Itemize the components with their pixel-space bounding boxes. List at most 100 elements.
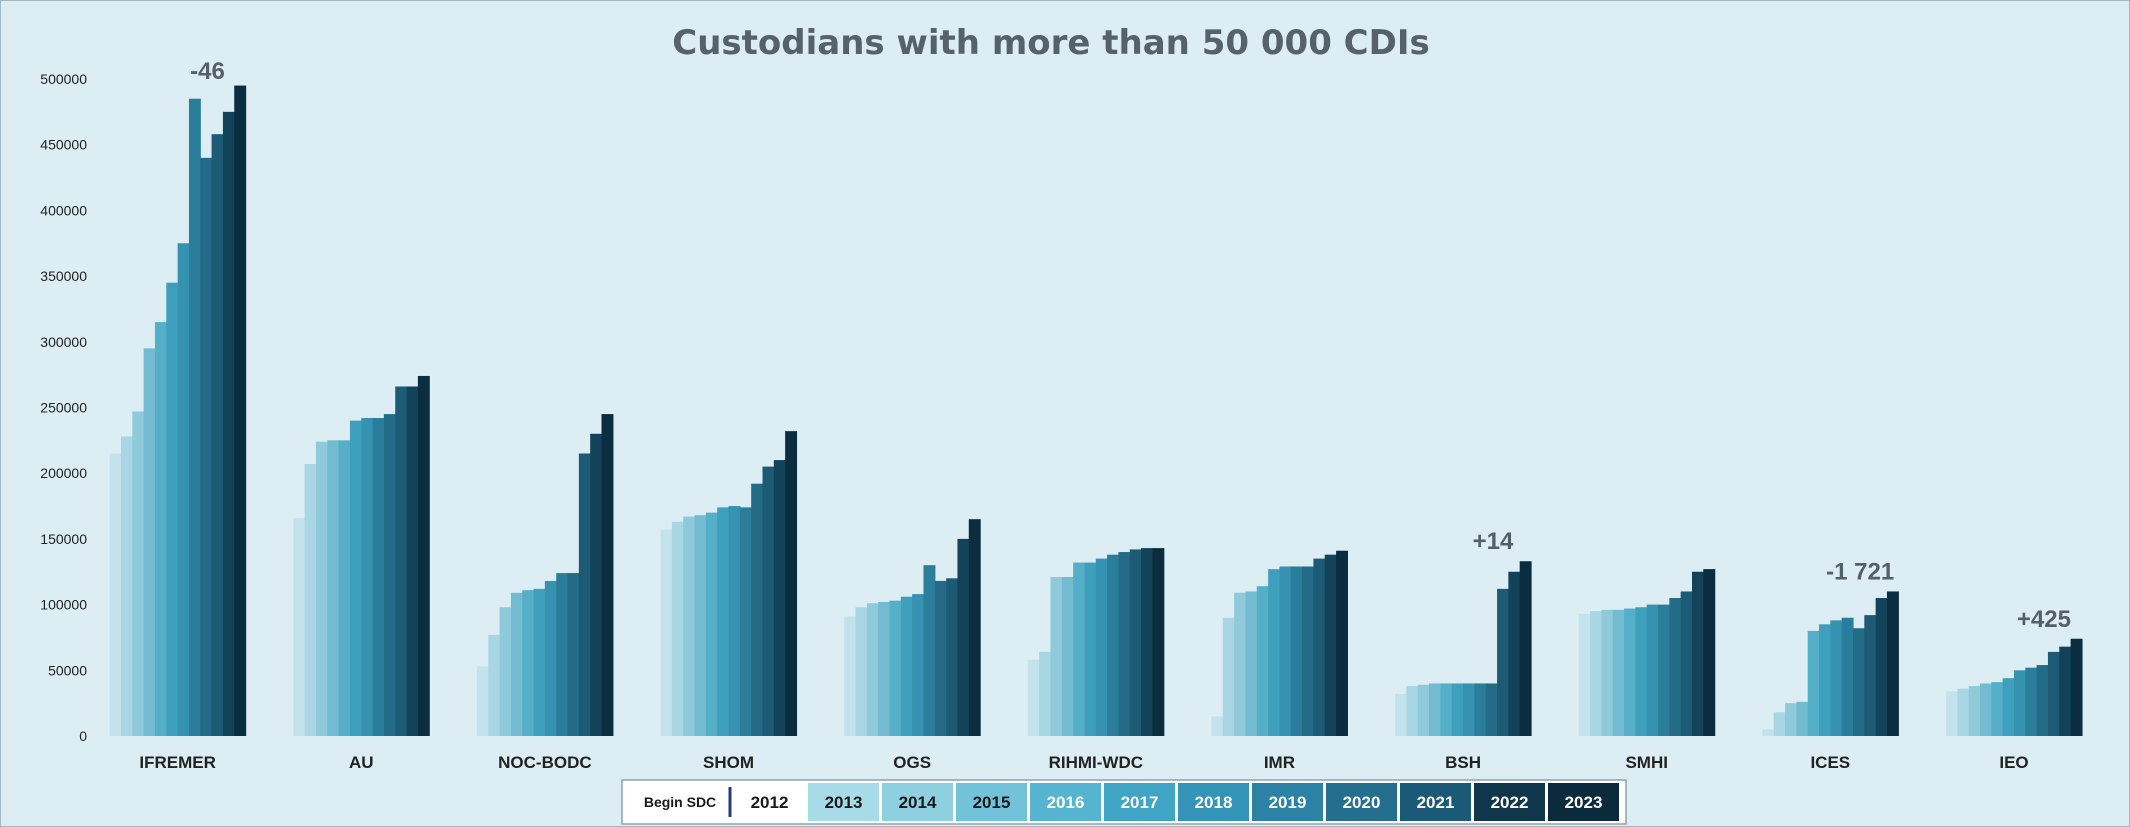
bar — [1796, 701, 1809, 736]
y-tick-label: 0 — [79, 728, 87, 744]
bar — [1785, 703, 1797, 736]
bar — [132, 411, 145, 736]
bar-group-shom — [660, 431, 798, 736]
bar — [361, 418, 374, 736]
legend-swatch — [1178, 783, 1249, 821]
y-tick-label: 300000 — [40, 334, 87, 350]
y-tick-label: 500000 — [40, 71, 87, 87]
bar — [510, 592, 523, 736]
legend-swatch — [1474, 783, 1545, 821]
bar — [1830, 620, 1843, 736]
bar — [338, 440, 351, 736]
bar — [946, 578, 959, 736]
bar — [1474, 683, 1487, 736]
bar — [315, 441, 328, 736]
bar — [2002, 678, 2015, 736]
bar — [1669, 598, 1682, 736]
bar — [1946, 691, 1958, 736]
x-tick-label: IMR — [1264, 753, 1295, 772]
bar — [694, 515, 707, 736]
bar — [1451, 683, 1464, 736]
bar — [683, 516, 696, 736]
bar-group-ieo — [1946, 638, 2083, 736]
bar — [1703, 569, 1716, 736]
bar — [121, 436, 133, 736]
bar — [1578, 613, 1591, 736]
bar — [1601, 609, 1614, 736]
x-tick-label: SMHI — [1625, 753, 1668, 772]
bar — [166, 282, 179, 736]
legend-swatch — [1030, 783, 1101, 821]
bars-group — [109, 85, 2083, 737]
bar — [476, 666, 489, 736]
bar — [671, 521, 684, 736]
legend-label: 2020 — [1343, 793, 1381, 812]
legend-title: Begin SDC — [644, 794, 716, 810]
annotation-label: -1 721 — [1826, 559, 1894, 586]
y-tick-label: 100000 — [40, 597, 87, 613]
bar — [1485, 683, 1498, 736]
x-tick-label: OGS — [893, 753, 931, 772]
legend-swatch — [808, 783, 879, 821]
bar — [2059, 646, 2072, 736]
legend-swatch — [1252, 783, 1323, 821]
bar — [1497, 588, 1509, 736]
bar — [567, 573, 580, 736]
bar — [968, 519, 981, 736]
x-tick-label: AU — [349, 753, 374, 772]
bar — [327, 440, 340, 736]
bar — [222, 111, 235, 737]
bar — [2025, 667, 2038, 736]
bar — [923, 565, 936, 736]
bar-group-ogs — [844, 519, 981, 736]
bar — [1268, 569, 1281, 736]
bar — [1590, 611, 1603, 736]
bar — [1039, 651, 1052, 736]
legend-label: 2019 — [1269, 793, 1307, 812]
bar — [544, 580, 557, 736]
chart-title: Custodians with more than 50 000 CDIs — [672, 23, 1430, 63]
bar — [728, 506, 741, 736]
bar — [1612, 609, 1625, 736]
bar — [349, 420, 362, 736]
annotation-label: +14 — [1473, 528, 1514, 555]
bar — [2070, 638, 2083, 736]
bar — [1991, 682, 2004, 736]
bar — [866, 603, 879, 736]
legend-swatch — [1548, 783, 1619, 821]
legend-label: 2018 — [1195, 793, 1233, 812]
bar — [304, 464, 317, 736]
bar — [143, 348, 156, 736]
legend-label: 2016 — [1047, 793, 1085, 812]
bar — [1841, 617, 1854, 736]
bar — [395, 386, 408, 736]
x-axis: IFREMER AU NOC-BODC SHOM OGS RIHMI-WDC IMR BSH S… — [139, 753, 2028, 772]
x-tick-label: RIHMI-WDC — [1049, 753, 1143, 772]
bar — [889, 600, 902, 736]
annotation-label: +425 — [2017, 606, 2071, 633]
bar — [1692, 571, 1704, 736]
bar — [1773, 712, 1786, 736]
y-tick-label: 250000 — [40, 400, 87, 416]
bar — [200, 157, 213, 737]
bar — [1027, 659, 1040, 736]
bar — [855, 607, 868, 736]
y-tick-label: 350000 — [40, 268, 87, 284]
legend-label: 2013 — [825, 793, 863, 812]
bar — [705, 512, 718, 736]
bar — [1658, 604, 1670, 736]
bar — [1050, 577, 1063, 736]
legend-label: 2012 — [751, 793, 789, 812]
bar — [1336, 550, 1348, 736]
bar — [1852, 628, 1865, 736]
bar — [1245, 591, 1258, 736]
bar — [154, 322, 167, 736]
y-tick-label: 200000 — [40, 465, 87, 481]
legend-swatch — [1400, 783, 1471, 821]
x-tick-label: IEO — [1999, 753, 2028, 772]
annotations-group: -46 +14 -1 721 +425 — [190, 58, 2071, 633]
bar — [1819, 624, 1831, 736]
bar — [1968, 686, 1981, 736]
bar — [590, 433, 603, 736]
bar-group-rihmi-wdc — [1027, 548, 1165, 736]
